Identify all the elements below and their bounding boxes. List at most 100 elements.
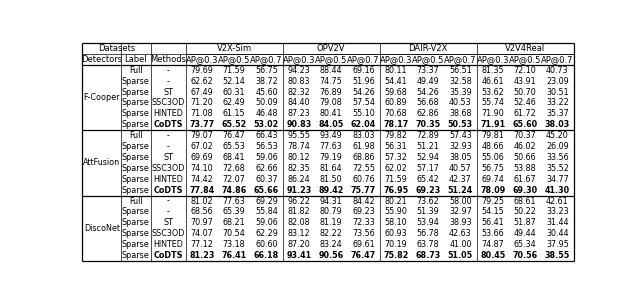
Text: AP@0.3: AP@0.3 [380, 55, 412, 64]
Text: 89.42: 89.42 [319, 186, 344, 195]
Text: AP@0.5: AP@0.5 [315, 55, 348, 64]
Text: 71.20: 71.20 [191, 98, 213, 107]
Text: CoDTS: CoDTS [154, 120, 183, 129]
Text: 38.68: 38.68 [449, 109, 472, 118]
Text: AP@0.5: AP@0.5 [509, 55, 541, 64]
Text: 52.94: 52.94 [417, 153, 440, 162]
Text: 71.08: 71.08 [191, 109, 213, 118]
Text: 56.68: 56.68 [417, 98, 440, 107]
Text: 81.23: 81.23 [189, 251, 214, 260]
Text: 35.52: 35.52 [546, 164, 569, 173]
Text: 59.68: 59.68 [385, 88, 407, 97]
Text: 51.24: 51.24 [448, 186, 473, 195]
Text: 62.49: 62.49 [223, 98, 246, 107]
Text: 74.87: 74.87 [481, 240, 504, 249]
Text: -: - [166, 142, 170, 151]
Text: 84.42: 84.42 [352, 197, 375, 206]
Text: Sparse: Sparse [122, 98, 150, 107]
Text: 91.23: 91.23 [286, 186, 312, 195]
Text: 56.75: 56.75 [481, 164, 504, 173]
Text: 68.41: 68.41 [223, 153, 245, 162]
Text: SSC3OD: SSC3OD [152, 164, 185, 173]
Text: 60.89: 60.89 [385, 98, 407, 107]
Text: 72.68: 72.68 [223, 164, 246, 173]
Text: Sparse: Sparse [122, 109, 150, 118]
Text: 62.62: 62.62 [191, 77, 213, 86]
Text: 69.30: 69.30 [513, 186, 538, 195]
Text: Sparse: Sparse [122, 207, 150, 216]
Text: Label: Label [124, 55, 147, 64]
Text: 86.24: 86.24 [287, 175, 310, 184]
Text: 90.83: 90.83 [286, 120, 312, 129]
Text: 79.08: 79.08 [320, 98, 342, 107]
Text: 65.34: 65.34 [514, 240, 536, 249]
Text: AttFusion: AttFusion [83, 158, 120, 167]
Text: 32.97: 32.97 [449, 207, 472, 216]
Text: 70.19: 70.19 [385, 240, 407, 249]
Text: 53.88: 53.88 [514, 164, 536, 173]
Text: 81.64: 81.64 [320, 164, 342, 173]
Text: 55.90: 55.90 [385, 207, 407, 216]
Text: 45.60: 45.60 [255, 88, 278, 97]
Text: 70.54: 70.54 [223, 229, 246, 238]
Text: 67.02: 67.02 [191, 142, 213, 151]
Text: 67.49: 67.49 [191, 88, 213, 97]
Text: 52.14: 52.14 [223, 77, 246, 86]
Text: 59.06: 59.06 [255, 218, 278, 227]
Text: 75.77: 75.77 [351, 186, 376, 195]
Text: 76.41: 76.41 [221, 251, 247, 260]
Text: 30.51: 30.51 [546, 88, 569, 97]
Text: 74.86: 74.86 [221, 186, 247, 195]
Text: 57.17: 57.17 [417, 164, 440, 173]
Text: F-Cooper: F-Cooper [83, 93, 120, 102]
Text: SSC3OD: SSC3OD [152, 98, 185, 107]
Text: V2V4Real: V2V4Real [505, 44, 545, 53]
Text: CoDTS: CoDTS [154, 251, 183, 260]
Text: 71.90: 71.90 [481, 109, 504, 118]
Text: 74.10: 74.10 [191, 164, 213, 173]
Text: CoDTS: CoDTS [154, 186, 183, 195]
Text: Sparse: Sparse [122, 88, 150, 97]
Text: ST: ST [163, 218, 173, 227]
Text: 63.78: 63.78 [417, 240, 440, 249]
Text: 53.02: 53.02 [254, 120, 279, 129]
Text: 81.82: 81.82 [287, 207, 310, 216]
Text: 72.33: 72.33 [352, 218, 375, 227]
Text: 69.61: 69.61 [352, 240, 375, 249]
Text: 83.03: 83.03 [352, 131, 374, 140]
Text: 57.32: 57.32 [385, 153, 407, 162]
Text: Sparse: Sparse [122, 229, 150, 238]
Text: 84.40: 84.40 [287, 98, 310, 107]
Text: HINTED: HINTED [153, 240, 183, 249]
Text: 65.42: 65.42 [417, 175, 440, 184]
Text: 90.56: 90.56 [319, 251, 344, 260]
Text: 46.61: 46.61 [481, 77, 504, 86]
Text: 71.91: 71.91 [480, 120, 506, 129]
Text: 56.78: 56.78 [417, 229, 440, 238]
Text: 66.43: 66.43 [255, 131, 278, 140]
Text: AP@0.3: AP@0.3 [186, 55, 218, 64]
Text: 61.98: 61.98 [352, 142, 375, 151]
Text: 32.93: 32.93 [449, 142, 472, 151]
Text: 69.23: 69.23 [352, 207, 375, 216]
Text: 31.44: 31.44 [546, 218, 568, 227]
Text: 73.62: 73.62 [417, 197, 440, 206]
Text: -: - [166, 197, 170, 206]
Text: AP@0.7: AP@0.7 [444, 55, 477, 64]
Text: 56.41: 56.41 [481, 218, 504, 227]
Text: Sparse: Sparse [122, 164, 150, 173]
Text: 82.35: 82.35 [287, 164, 310, 173]
Text: -: - [166, 66, 170, 75]
Text: 84.05: 84.05 [319, 120, 344, 129]
Text: 60.37: 60.37 [255, 175, 278, 184]
Text: AP@0.5: AP@0.5 [218, 55, 250, 64]
Text: 56.51: 56.51 [449, 66, 472, 75]
Text: 38.05: 38.05 [449, 153, 472, 162]
Text: 83.12: 83.12 [287, 229, 310, 238]
Text: Sparse: Sparse [122, 218, 150, 227]
Text: 50.66: 50.66 [514, 153, 536, 162]
Text: 65.39: 65.39 [223, 207, 246, 216]
Text: 53.66: 53.66 [481, 229, 504, 238]
Text: 46.02: 46.02 [514, 142, 536, 151]
Text: Sparse: Sparse [122, 186, 150, 195]
